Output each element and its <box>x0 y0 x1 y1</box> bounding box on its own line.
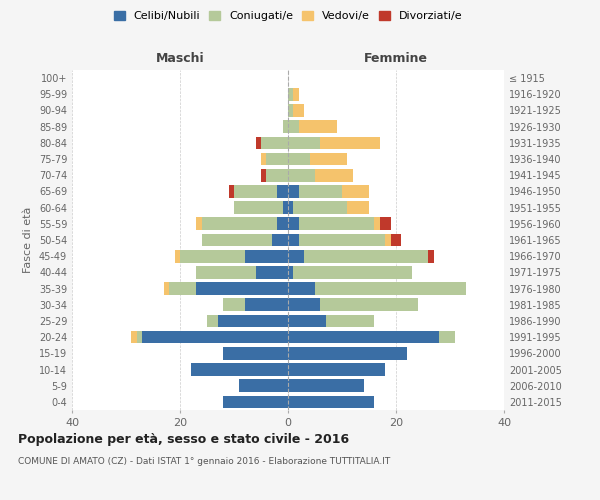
Bar <box>342 185 369 198</box>
Bar <box>391 234 401 246</box>
Bar <box>202 234 272 246</box>
Bar <box>310 152 347 166</box>
Bar <box>266 152 288 166</box>
Bar <box>234 185 277 198</box>
Bar <box>288 298 320 311</box>
Bar <box>283 120 288 133</box>
Bar <box>374 218 380 230</box>
Bar <box>256 266 288 278</box>
Bar <box>293 88 299 101</box>
Bar <box>169 282 196 295</box>
Bar <box>385 234 391 246</box>
Bar <box>288 250 304 262</box>
Bar <box>299 218 374 230</box>
Y-axis label: Fasce di età: Fasce di età <box>23 207 33 273</box>
Bar <box>320 298 418 311</box>
Bar <box>288 202 293 214</box>
Bar <box>131 331 137 344</box>
Bar <box>277 185 288 198</box>
Bar <box>191 363 288 376</box>
Text: Popolazione per età, sesso e stato civile - 2016: Popolazione per età, sesso e stato civil… <box>18 432 349 446</box>
Bar <box>293 202 347 214</box>
Bar <box>245 298 288 311</box>
Bar <box>261 136 288 149</box>
Bar <box>288 120 299 133</box>
Bar <box>272 234 288 246</box>
Bar <box>261 152 266 166</box>
Bar <box>288 104 293 117</box>
Bar <box>202 218 277 230</box>
Bar <box>288 331 439 344</box>
Bar <box>137 331 142 344</box>
Bar <box>288 88 293 101</box>
Bar <box>288 380 364 392</box>
Text: COMUNE DI AMATO (CZ) - Dati ISTAT 1° gennaio 2016 - Elaborazione TUTTITALIA.IT: COMUNE DI AMATO (CZ) - Dati ISTAT 1° gen… <box>18 458 390 466</box>
Bar <box>293 266 412 278</box>
Bar <box>428 250 434 262</box>
Bar <box>288 152 310 166</box>
Bar <box>320 136 380 149</box>
Bar <box>266 169 288 181</box>
Bar <box>283 202 288 214</box>
Bar <box>223 298 245 311</box>
Bar <box>207 314 218 328</box>
Bar <box>439 331 455 344</box>
Bar <box>245 250 288 262</box>
Text: Femmine: Femmine <box>364 52 428 65</box>
Bar <box>218 314 288 328</box>
Bar <box>288 266 293 278</box>
Bar <box>142 331 288 344</box>
Bar <box>175 250 180 262</box>
Bar <box>288 396 374 408</box>
Bar <box>288 169 315 181</box>
Bar <box>299 185 342 198</box>
Bar <box>299 234 385 246</box>
Bar <box>261 169 266 181</box>
Bar <box>288 218 299 230</box>
Bar <box>164 282 169 295</box>
Bar <box>326 314 374 328</box>
Bar <box>288 363 385 376</box>
Bar <box>380 218 391 230</box>
Bar <box>277 218 288 230</box>
Bar <box>196 218 202 230</box>
Bar <box>288 136 320 149</box>
Bar <box>347 202 369 214</box>
Bar <box>288 185 299 198</box>
Bar <box>196 266 256 278</box>
Bar <box>315 169 353 181</box>
Legend: Celibi/Nubili, Coniugati/e, Vedovi/e, Divorziati/e: Celibi/Nubili, Coniugati/e, Vedovi/e, Di… <box>113 10 463 21</box>
Bar <box>196 282 288 295</box>
Bar <box>293 104 304 117</box>
Bar <box>288 234 299 246</box>
Bar <box>288 314 326 328</box>
Text: Maschi: Maschi <box>155 52 205 65</box>
Bar <box>234 202 283 214</box>
Bar <box>223 396 288 408</box>
Bar <box>256 136 261 149</box>
Bar <box>304 250 428 262</box>
Bar <box>315 282 466 295</box>
Bar <box>180 250 245 262</box>
Bar <box>288 282 315 295</box>
Bar <box>223 347 288 360</box>
Bar <box>288 347 407 360</box>
Bar <box>299 120 337 133</box>
Bar <box>239 380 288 392</box>
Bar <box>229 185 234 198</box>
